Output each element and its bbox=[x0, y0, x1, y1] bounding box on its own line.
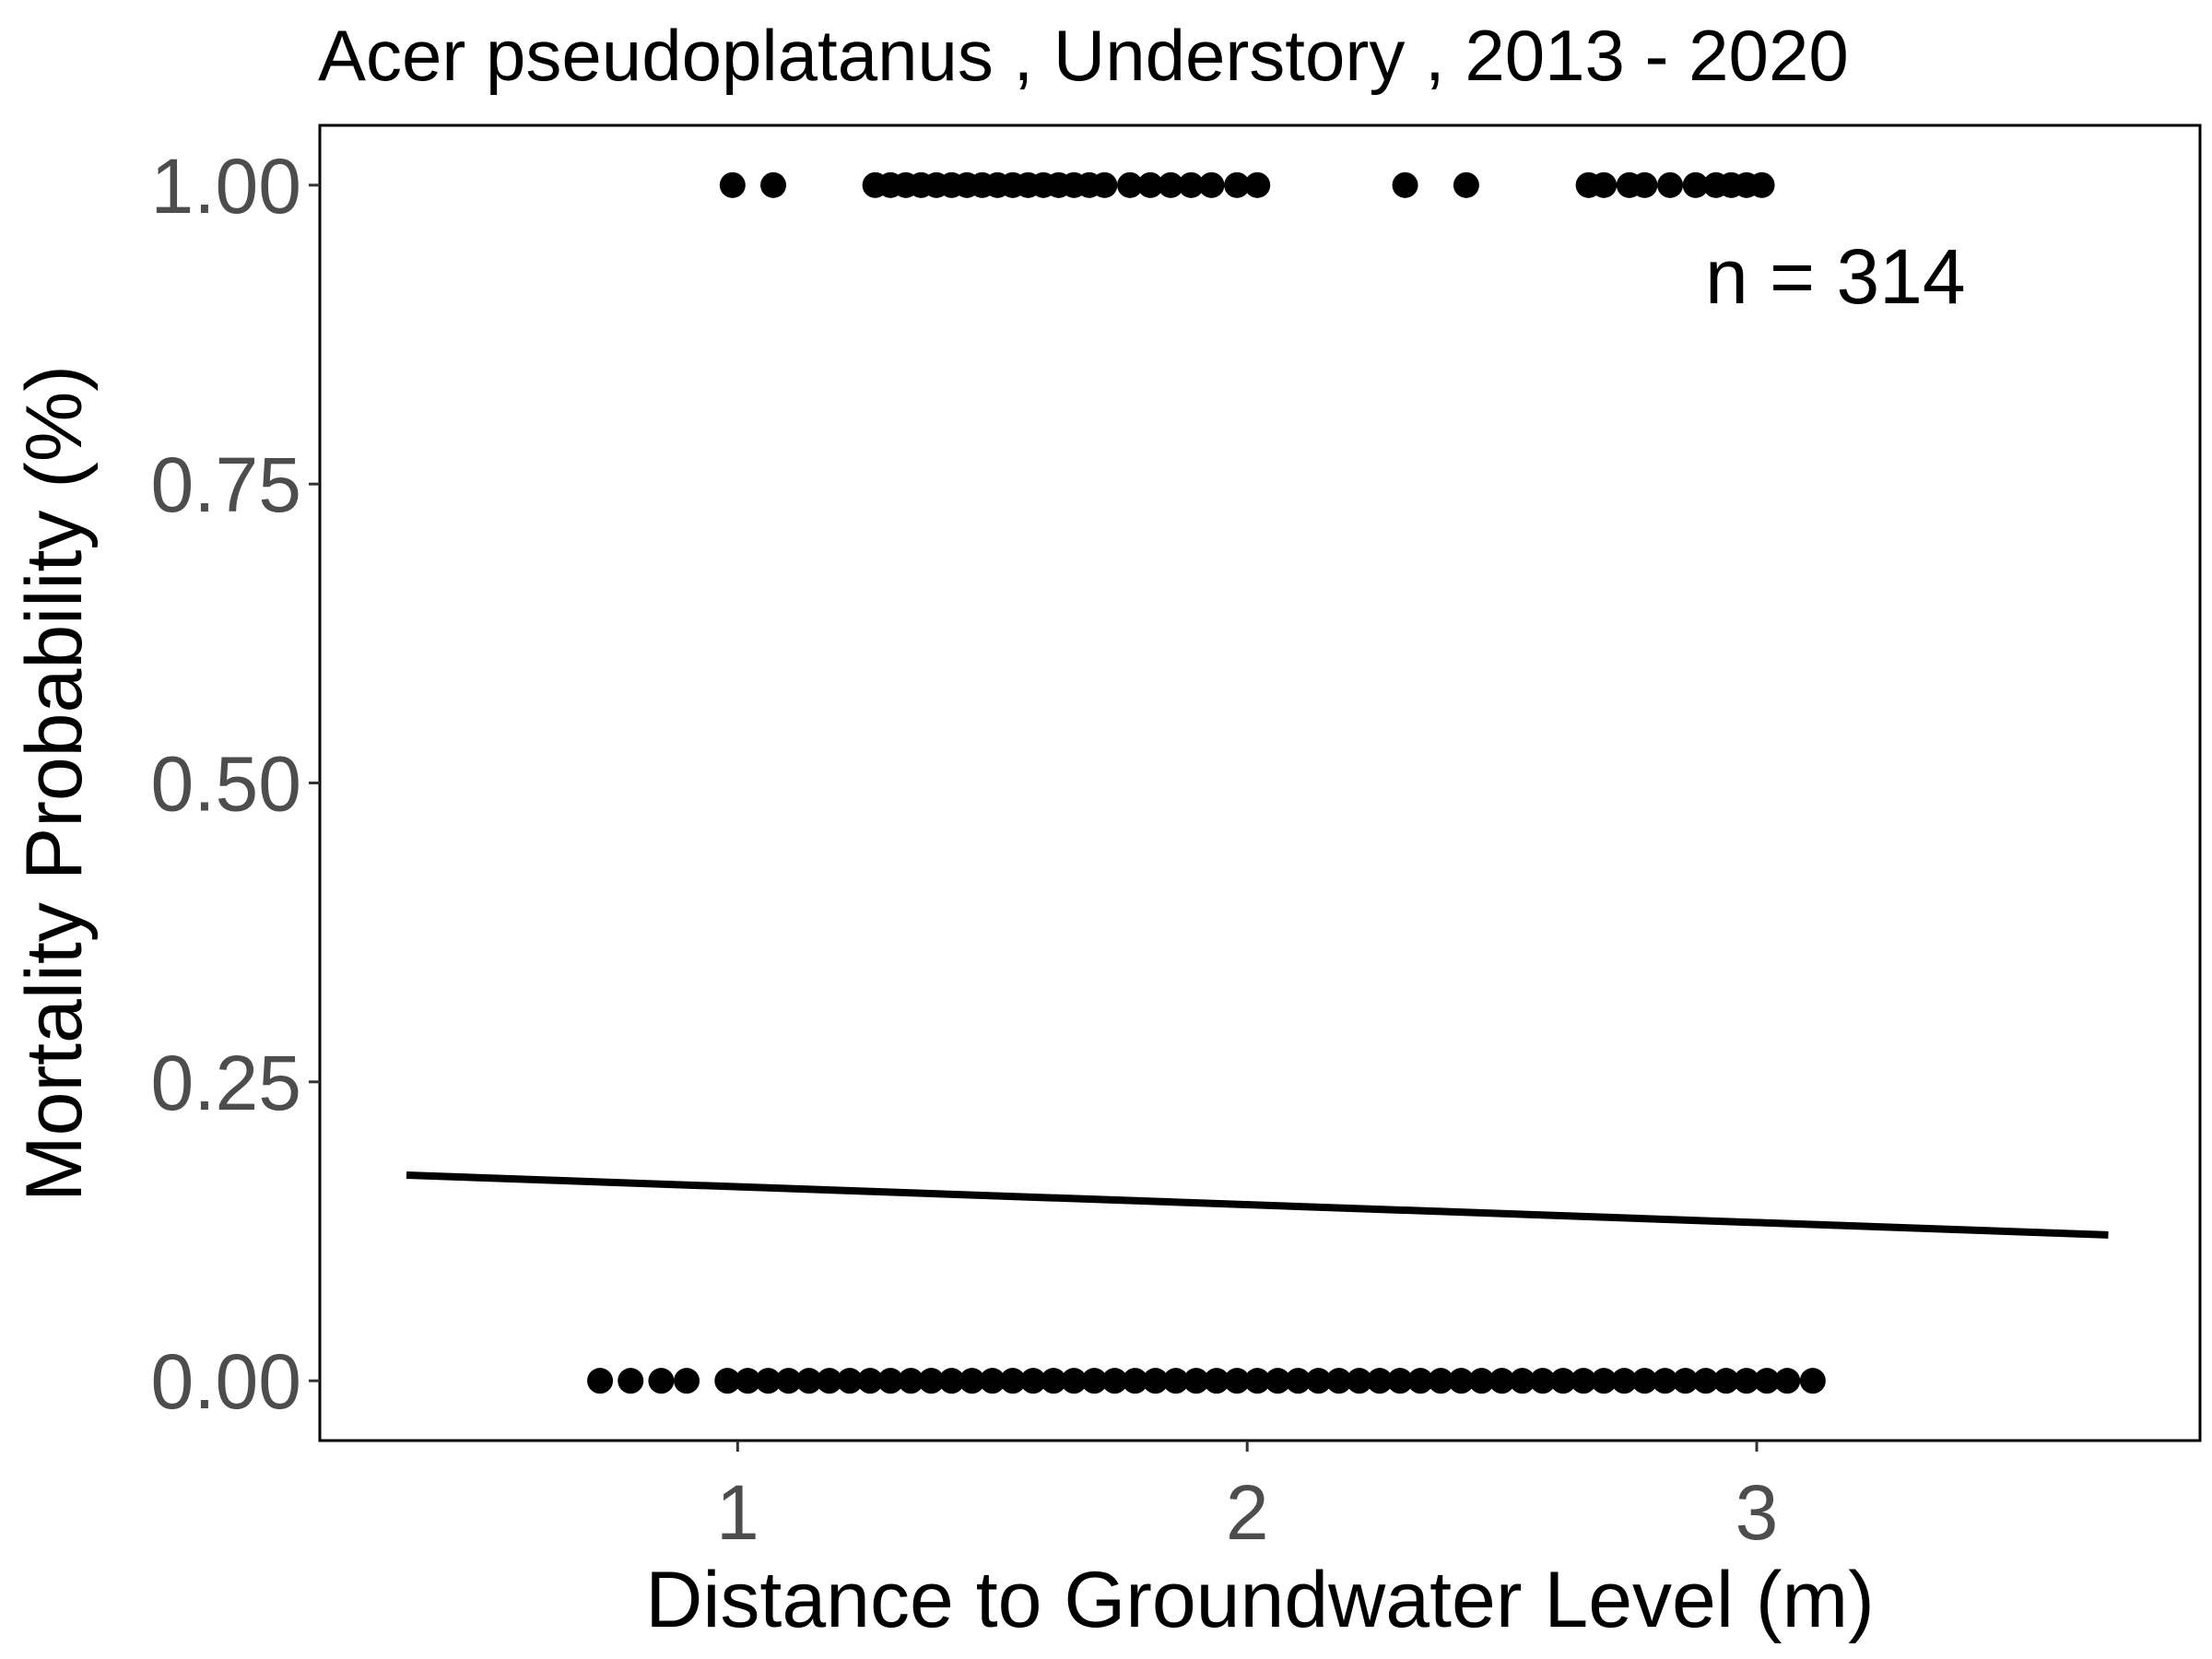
data-point bbox=[1733, 1368, 1759, 1394]
data-point bbox=[1346, 1368, 1372, 1394]
data-point bbox=[1682, 171, 1709, 198]
data-point bbox=[1509, 1368, 1535, 1394]
data-point bbox=[1392, 171, 1418, 198]
data-point bbox=[1285, 1368, 1312, 1394]
y-tick-label: 0.75 bbox=[151, 441, 302, 528]
data-point bbox=[1631, 171, 1658, 198]
data-point bbox=[816, 1368, 842, 1394]
data-point bbox=[1774, 1368, 1801, 1394]
data-point bbox=[760, 171, 787, 198]
data-point bbox=[1549, 1368, 1576, 1394]
data-point bbox=[1652, 1368, 1678, 1394]
data-point bbox=[1591, 171, 1618, 198]
data-point bbox=[1305, 1368, 1332, 1394]
data-point bbox=[999, 1368, 1026, 1394]
data-point bbox=[1117, 171, 1144, 198]
data-point bbox=[1453, 171, 1479, 198]
data-points bbox=[587, 171, 1826, 1394]
data-point bbox=[1448, 1368, 1475, 1394]
data-point bbox=[836, 1368, 863, 1394]
data-point bbox=[1198, 171, 1225, 198]
data-point bbox=[755, 1368, 782, 1394]
data-point bbox=[938, 1368, 965, 1394]
data-point bbox=[1692, 1368, 1719, 1394]
y-axis-title: Mortality Probability (%) bbox=[10, 365, 99, 1202]
data-point bbox=[1137, 171, 1164, 198]
y-axis: 0.00 0.25 0.50 0.75 1.00 bbox=[151, 143, 320, 1425]
data-point bbox=[918, 1368, 945, 1394]
data-point bbox=[1158, 171, 1184, 198]
data-point bbox=[898, 1368, 924, 1394]
x-tick-label: 2 bbox=[1226, 1469, 1269, 1556]
data-point bbox=[1325, 1368, 1352, 1394]
data-point bbox=[795, 1368, 822, 1394]
y-tick-label: 0.50 bbox=[151, 741, 302, 828]
data-point bbox=[587, 1368, 614, 1394]
data-point bbox=[979, 1368, 1006, 1394]
data-point bbox=[959, 1368, 985, 1394]
data-point bbox=[719, 171, 746, 198]
data-point bbox=[648, 1368, 675, 1394]
data-point bbox=[1611, 1368, 1638, 1394]
data-point bbox=[1672, 1368, 1699, 1394]
data-point bbox=[1754, 1368, 1781, 1394]
data-point bbox=[1224, 1368, 1251, 1394]
data-point bbox=[1488, 1368, 1515, 1394]
data-point bbox=[1081, 1368, 1108, 1394]
chart-title: Acer pseudoplatanus , Understory , 2013 … bbox=[318, 15, 1849, 96]
y-tick-label: 0.25 bbox=[151, 1040, 302, 1126]
data-point bbox=[775, 1368, 802, 1394]
y-tick-label: 0.00 bbox=[151, 1338, 302, 1425]
data-point bbox=[1799, 1368, 1826, 1394]
sample-size-annotation: n = 314 bbox=[1705, 233, 1966, 320]
data-point bbox=[1162, 1368, 1189, 1394]
x-axis-title: Distance to Groundwater Level (m) bbox=[645, 1556, 1875, 1644]
data-point bbox=[857, 1368, 884, 1394]
data-point bbox=[1204, 1368, 1230, 1394]
data-point bbox=[1061, 1368, 1088, 1394]
data-point bbox=[1041, 1368, 1067, 1394]
data-point bbox=[1591, 1368, 1618, 1394]
data-point bbox=[1468, 1368, 1495, 1394]
data-point bbox=[1529, 1368, 1556, 1394]
data-point bbox=[1387, 1368, 1414, 1394]
data-point bbox=[618, 1368, 644, 1394]
data-point bbox=[1366, 1368, 1393, 1394]
data-point bbox=[1407, 1368, 1434, 1394]
x-tick-label: 3 bbox=[1735, 1469, 1779, 1556]
data-point bbox=[674, 1368, 700, 1394]
data-point bbox=[1244, 1368, 1271, 1394]
data-point bbox=[1428, 1368, 1454, 1394]
data-point bbox=[1571, 1368, 1597, 1394]
data-point bbox=[1631, 1368, 1658, 1394]
data-point bbox=[1224, 171, 1251, 198]
data-point bbox=[1182, 1368, 1209, 1394]
data-point bbox=[1101, 1368, 1128, 1394]
plot-panel-border bbox=[318, 124, 2202, 1442]
x-axis: 1 2 3 bbox=[716, 1441, 1778, 1556]
data-point bbox=[1019, 1368, 1046, 1394]
data-point bbox=[1748, 171, 1775, 198]
data-point bbox=[1142, 1368, 1169, 1394]
data-point bbox=[1244, 171, 1271, 198]
fitted-line bbox=[406, 1171, 2109, 1239]
fitted-line-group bbox=[406, 1171, 2109, 1239]
data-point bbox=[877, 1368, 904, 1394]
data-point bbox=[1178, 171, 1205, 198]
data-point bbox=[1657, 171, 1684, 198]
data-point bbox=[735, 1368, 761, 1394]
x-tick-label: 1 bbox=[716, 1469, 759, 1556]
data-point bbox=[714, 1368, 741, 1394]
y-tick-label: 1.00 bbox=[151, 143, 302, 229]
data-point bbox=[1122, 1368, 1148, 1394]
data-point bbox=[1091, 171, 1118, 198]
data-point bbox=[1265, 1368, 1291, 1394]
data-point bbox=[1712, 1368, 1739, 1394]
